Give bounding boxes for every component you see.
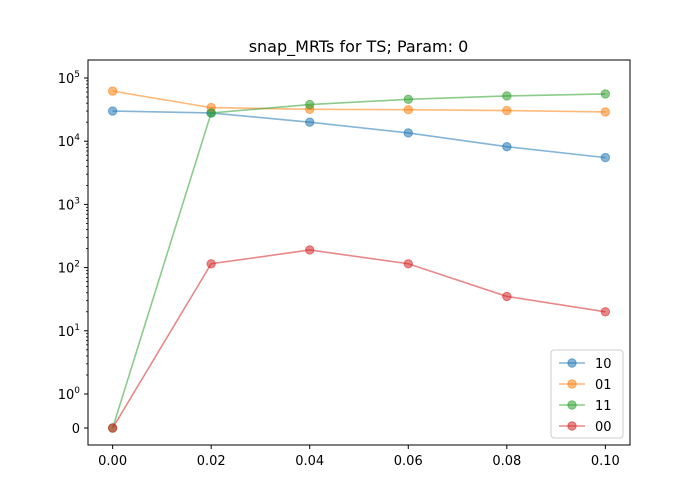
x-tick-label: 0.02 [197,454,226,469]
data-point [502,105,512,116]
data-point [600,89,611,99]
series-line-11 [111,93,606,429]
legend: 10 01 11 00 [550,349,624,439]
y-tick-label: 101 [58,323,80,340]
data-point [600,307,611,317]
data-point [403,259,413,269]
data-point [403,94,413,105]
legend-box [550,349,624,439]
data-point [107,423,118,433]
chart-title: snap_MRTs for TS; Param: 0 [249,37,469,57]
data-point [502,91,512,101]
y-tick-label: 104 [58,133,81,150]
legend-swatch-marker [567,358,577,368]
data-point [206,108,216,118]
data-point [403,105,413,115]
data-point [403,128,413,138]
x-tick-label: 0.06 [394,454,423,469]
data-point [600,152,611,163]
legend-label: 10 [595,357,612,372]
x-tick-label: 0.04 [295,454,324,469]
data-point [107,106,118,116]
data-point [600,107,611,117]
x-tick-label: 0.10 [591,454,620,469]
y-tick-label: 105 [58,70,80,87]
x-tick-label: 0.08 [492,454,521,469]
legend-swatch-marker [567,421,577,431]
data-point [305,99,315,110]
data-point [206,259,216,269]
legend-label: 11 [595,399,612,414]
y-tick-label: 0 [72,422,80,437]
y-tick-label: 103 [58,196,80,213]
data-point [305,245,315,255]
legend-swatch-marker [567,379,577,389]
legend-label: 00 [595,420,612,435]
series-line-00 [111,249,606,429]
legend-swatch-marker [567,400,577,410]
data-point [107,86,118,96]
legend-label: 01 [595,378,612,393]
series-line-10 [112,110,606,159]
series-line-01 [112,90,606,113]
y-tick-label: 100 [58,386,81,403]
plot-frame [87,59,631,446]
x-tick-label: 0.00 [98,454,127,469]
data-point [502,291,512,302]
data-point [305,117,315,127]
data-point [502,141,512,152]
y-tick-label: 102 [58,260,80,277]
